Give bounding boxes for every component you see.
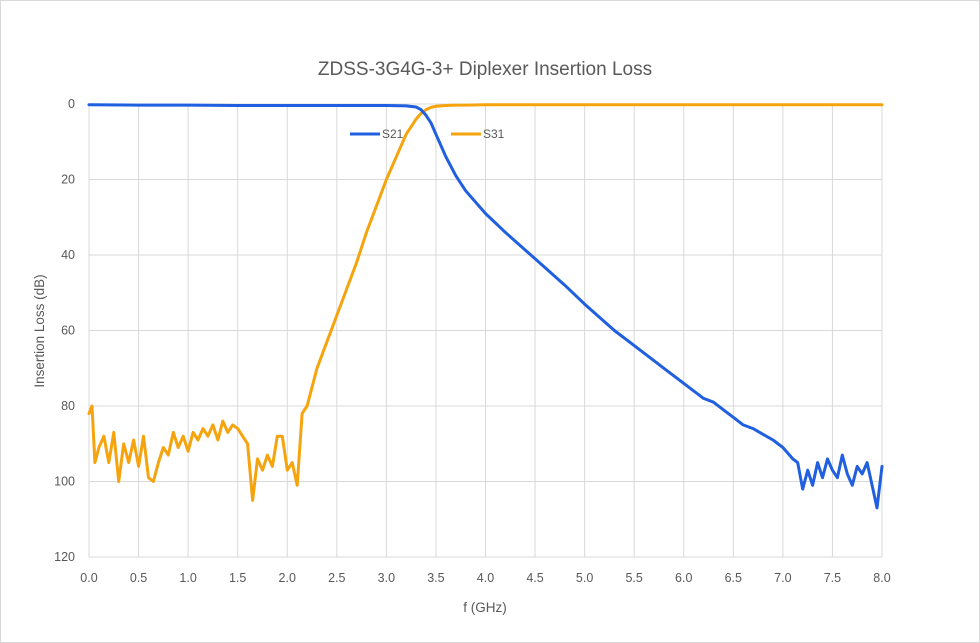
series-line-s31 — [87, 103, 884, 502]
x-tick-label: 0.0 — [80, 571, 97, 585]
series-line-s21 — [87, 103, 884, 510]
x-axis-label: f (GHz) — [463, 600, 507, 615]
x-tick-label: 6.0 — [675, 571, 692, 585]
x-tick-label: 8.0 — [873, 571, 890, 585]
x-tick-label: 4.0 — [477, 571, 494, 585]
x-tick-label: 4.5 — [526, 571, 543, 585]
y-tick-label: 0 — [68, 97, 75, 111]
x-tick-label: 2.0 — [279, 571, 296, 585]
x-tick-label: 2.5 — [328, 571, 345, 585]
x-axis-ticks: 0.0 0.5 1.0 1.5 2.0 2.5 3.0 3.5 4.0 4.5 5.0 5.5 6.0 6… — [80, 571, 890, 585]
y-tick-label: 40 — [61, 248, 75, 262]
x-tick-label: 1.0 — [179, 571, 196, 585]
x-tick-label: 0.5 — [130, 571, 147, 585]
y-tick-label: 120 — [54, 550, 75, 564]
x-tick-label: 7.5 — [824, 571, 841, 585]
x-tick-label: 7.0 — [774, 571, 791, 585]
y-axis-label: Insertion Loss (dB) — [32, 274, 47, 387]
x-tick-label: 1.5 — [229, 571, 246, 585]
x-tick-label: 6.5 — [725, 571, 742, 585]
x-tick-label: 5.5 — [625, 571, 642, 585]
y-axis-ticks: 0 20 40 60 80 100 120 — [54, 97, 75, 564]
y-tick-label: 20 — [61, 173, 75, 187]
legend-label-s31: S31 — [483, 127, 505, 141]
chart-title: ZDSS-3G4G-3+ Diplexer Insertion Loss — [318, 59, 652, 80]
x-tick-label: 3.0 — [378, 571, 395, 585]
x-tick-label: 3.5 — [427, 571, 444, 585]
x-tick-label: 5.0 — [576, 571, 593, 585]
series-group — [87, 103, 884, 510]
legend: S21 S31 — [350, 127, 505, 141]
y-tick-label: 100 — [54, 475, 75, 489]
gridlines — [88, 103, 883, 558]
y-tick-label: 80 — [61, 399, 75, 413]
legend-label-s21: S21 — [382, 127, 404, 141]
y-tick-label: 60 — [61, 324, 75, 338]
